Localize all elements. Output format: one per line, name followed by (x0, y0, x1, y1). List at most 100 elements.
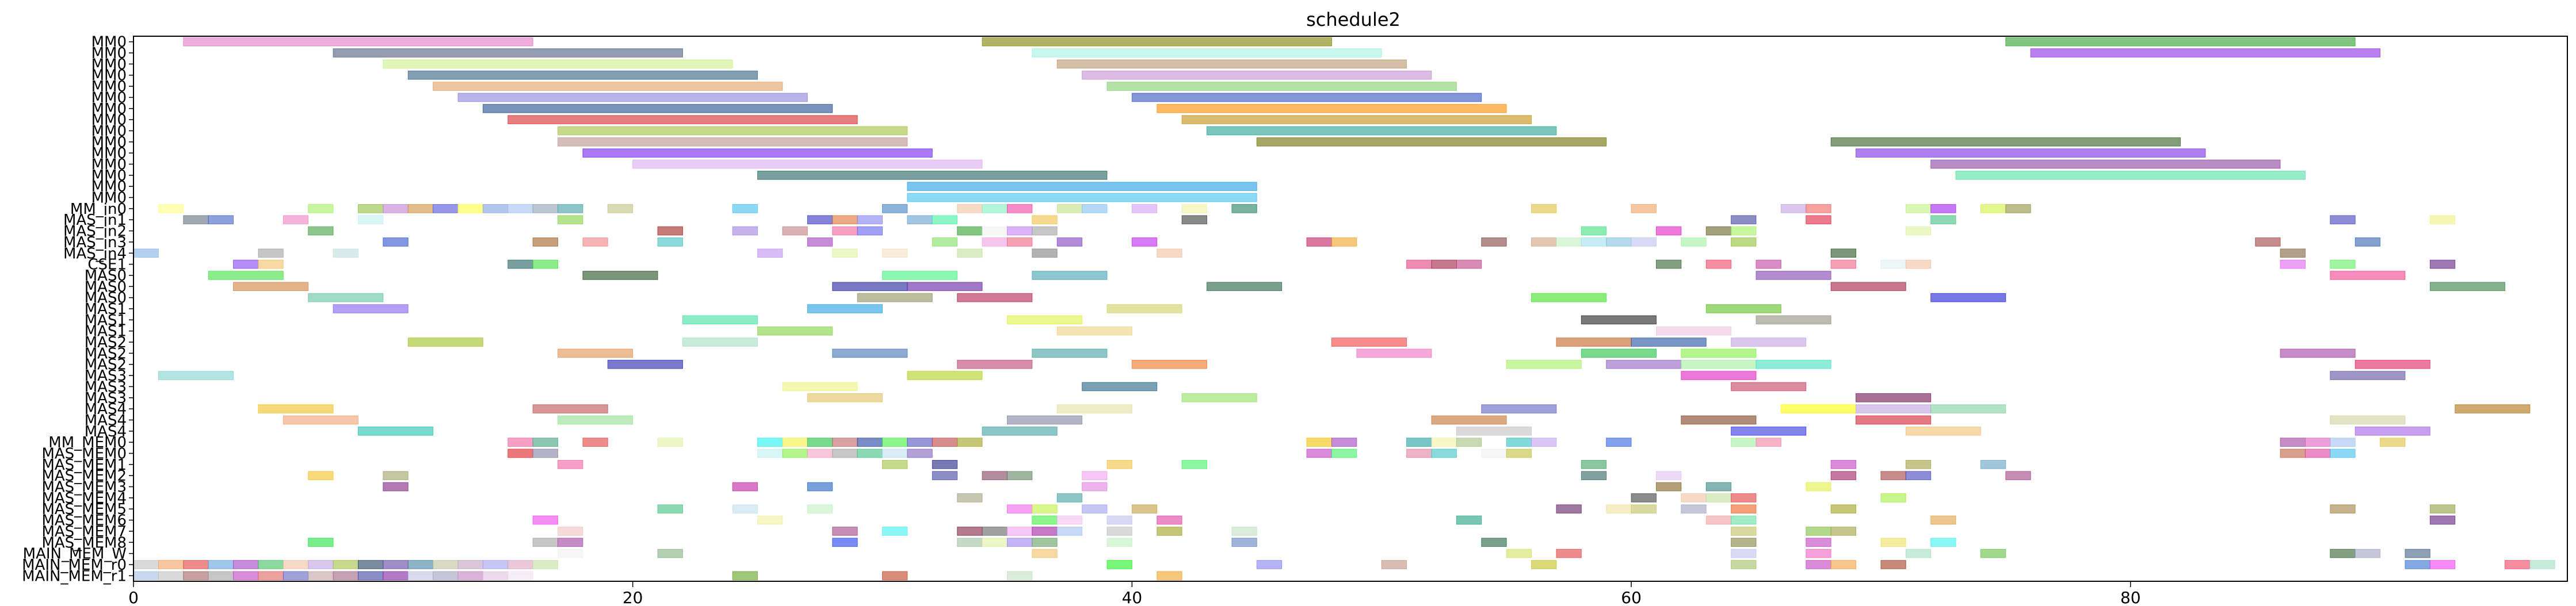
task-bar (233, 259, 259, 269)
y-tick-label: MM0 (91, 34, 127, 51)
task-bar (532, 259, 559, 269)
task-bar (308, 560, 334, 569)
task-bar (308, 293, 384, 302)
task-bar (2354, 426, 2430, 436)
task-bar (882, 438, 908, 447)
task-bar (882, 460, 908, 469)
task-bar (1006, 237, 1033, 247)
task-bar (857, 293, 933, 302)
task-bar (782, 448, 808, 458)
task-bar (757, 248, 783, 258)
task-bar (957, 438, 983, 447)
task-bar (832, 348, 908, 358)
task-bar (2330, 438, 2356, 447)
y-tick-label: MAS2 (85, 334, 127, 351)
task-bar (1082, 504, 1108, 514)
task-bar (1780, 404, 1857, 413)
task-bar (2429, 259, 2456, 269)
task-bar (1905, 549, 1932, 558)
task-bar (1731, 215, 1757, 225)
task-bar (1331, 448, 1357, 458)
task-bar (957, 359, 1033, 369)
task-bar (1905, 204, 1932, 213)
task-bar (407, 560, 434, 569)
task-bar (1830, 282, 1906, 292)
task-bar (657, 438, 683, 447)
task-bar (1106, 460, 1132, 469)
task-bar (457, 560, 483, 569)
task-bar (1581, 315, 1657, 325)
task-bar (1231, 538, 1257, 547)
task-bar (907, 182, 1257, 191)
y-tick-label: MM0 (91, 178, 127, 195)
task-bar (1531, 204, 1557, 213)
task-bar (1930, 204, 1956, 213)
task-bar (2304, 438, 2331, 447)
task-bar (158, 560, 184, 569)
y-tick-label: MAIN_MEM_r0 (22, 557, 127, 574)
y-tick-label: MAS_MEM3 (41, 479, 127, 496)
task-bar (907, 438, 933, 447)
task-bar (1806, 560, 1831, 569)
task-bar (832, 282, 908, 292)
task-bar (1456, 438, 1482, 447)
task-bar (1106, 82, 1457, 91)
task-bar (682, 315, 758, 325)
y-tick-label: MM0 (91, 122, 127, 140)
task-bar (732, 482, 758, 492)
task-bar (832, 215, 858, 225)
task-bar (1056, 404, 1132, 413)
task-bar (1207, 126, 1557, 136)
task-bar (1157, 248, 1182, 258)
task-bar (407, 70, 758, 80)
task-bar (1431, 259, 1457, 269)
task-bar (1830, 504, 1857, 514)
y-tick-label: MAS4 (85, 423, 127, 440)
task-bar (2455, 404, 2531, 413)
task-bar (158, 371, 234, 380)
task-bar (1581, 226, 1607, 236)
task-bar (383, 571, 409, 581)
task-bar (183, 560, 209, 569)
task-bar (1731, 515, 1757, 525)
task-bar (1506, 549, 1532, 558)
task-bar (1830, 248, 1857, 258)
task-bar (1032, 348, 1108, 358)
task-bar (2280, 438, 2306, 447)
task-bar (2280, 348, 2356, 358)
task-bar (1731, 538, 1757, 547)
task-bar (807, 482, 833, 492)
task-bar (1756, 359, 1831, 369)
task-bar (1856, 415, 1932, 425)
task-bar (1531, 438, 1557, 447)
task-bar (1006, 538, 1033, 547)
task-bar (1032, 248, 1058, 258)
x-tick-label: 20 (623, 588, 643, 606)
task-bar (982, 538, 1007, 547)
task-bar (1131, 237, 1158, 247)
task-bar (1806, 549, 1831, 558)
task-bar (1157, 515, 1182, 525)
task-bar (1481, 448, 1507, 458)
task-bar (258, 404, 334, 413)
y-tick-label: MM0 (91, 156, 127, 173)
task-bar (1506, 438, 1532, 447)
task-bar (183, 571, 209, 581)
task-bar (1606, 359, 1682, 369)
y-tick-label: MM0 (91, 134, 127, 151)
task-bar (2330, 259, 2356, 269)
task-bar (208, 571, 234, 581)
task-bar (2280, 448, 2306, 458)
task-bar (1032, 515, 1058, 525)
task-bar (732, 204, 758, 213)
task-bar (2354, 359, 2430, 369)
x-tick-label: 80 (2120, 588, 2141, 606)
task-bar (507, 115, 858, 124)
task-bar (1006, 527, 1033, 536)
task-bar (1456, 259, 1482, 269)
task-bar (133, 560, 159, 569)
task-bar (1032, 538, 1058, 547)
task-bar (932, 237, 958, 247)
y-tick-label: MAS2 (85, 356, 127, 374)
task-bar (357, 571, 384, 581)
